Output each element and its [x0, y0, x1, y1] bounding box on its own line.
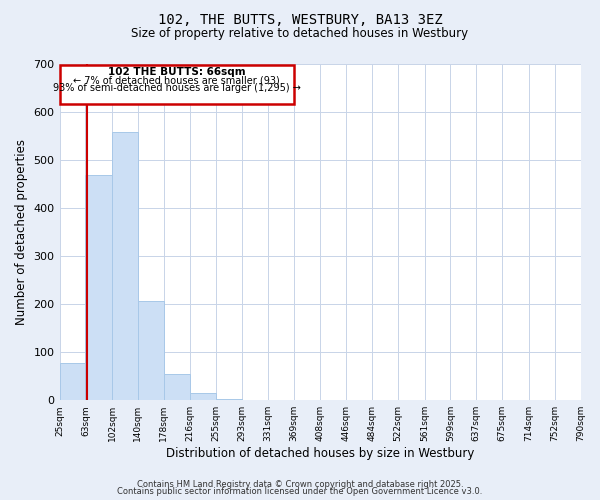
Text: Size of property relative to detached houses in Westbury: Size of property relative to detached ho… [131, 28, 469, 40]
Text: Contains HM Land Registry data © Crown copyright and database right 2025.: Contains HM Land Registry data © Crown c… [137, 480, 463, 489]
FancyBboxPatch shape [59, 65, 294, 104]
Bar [216, 399, 242, 400]
Text: 93% of semi-detached houses are larger (1,295) →: 93% of semi-detached houses are larger (… [53, 83, 301, 93]
Bar [59, 362, 85, 400]
Bar [164, 374, 190, 400]
Bar [85, 176, 112, 400]
Text: Contains public sector information licensed under the Open Government Licence v3: Contains public sector information licen… [118, 488, 482, 496]
Bar [138, 301, 164, 400]
Text: 102 THE BUTTS: 66sqm: 102 THE BUTTS: 66sqm [108, 67, 245, 77]
Bar [112, 132, 138, 400]
Text: ← 7% of detached houses are smaller (93): ← 7% of detached houses are smaller (93) [73, 76, 280, 86]
X-axis label: Distribution of detached houses by size in Westbury: Distribution of detached houses by size … [166, 447, 474, 460]
Y-axis label: Number of detached properties: Number of detached properties [15, 139, 28, 325]
Text: 102, THE BUTTS, WESTBURY, BA13 3EZ: 102, THE BUTTS, WESTBURY, BA13 3EZ [158, 12, 442, 26]
Bar [190, 394, 216, 400]
